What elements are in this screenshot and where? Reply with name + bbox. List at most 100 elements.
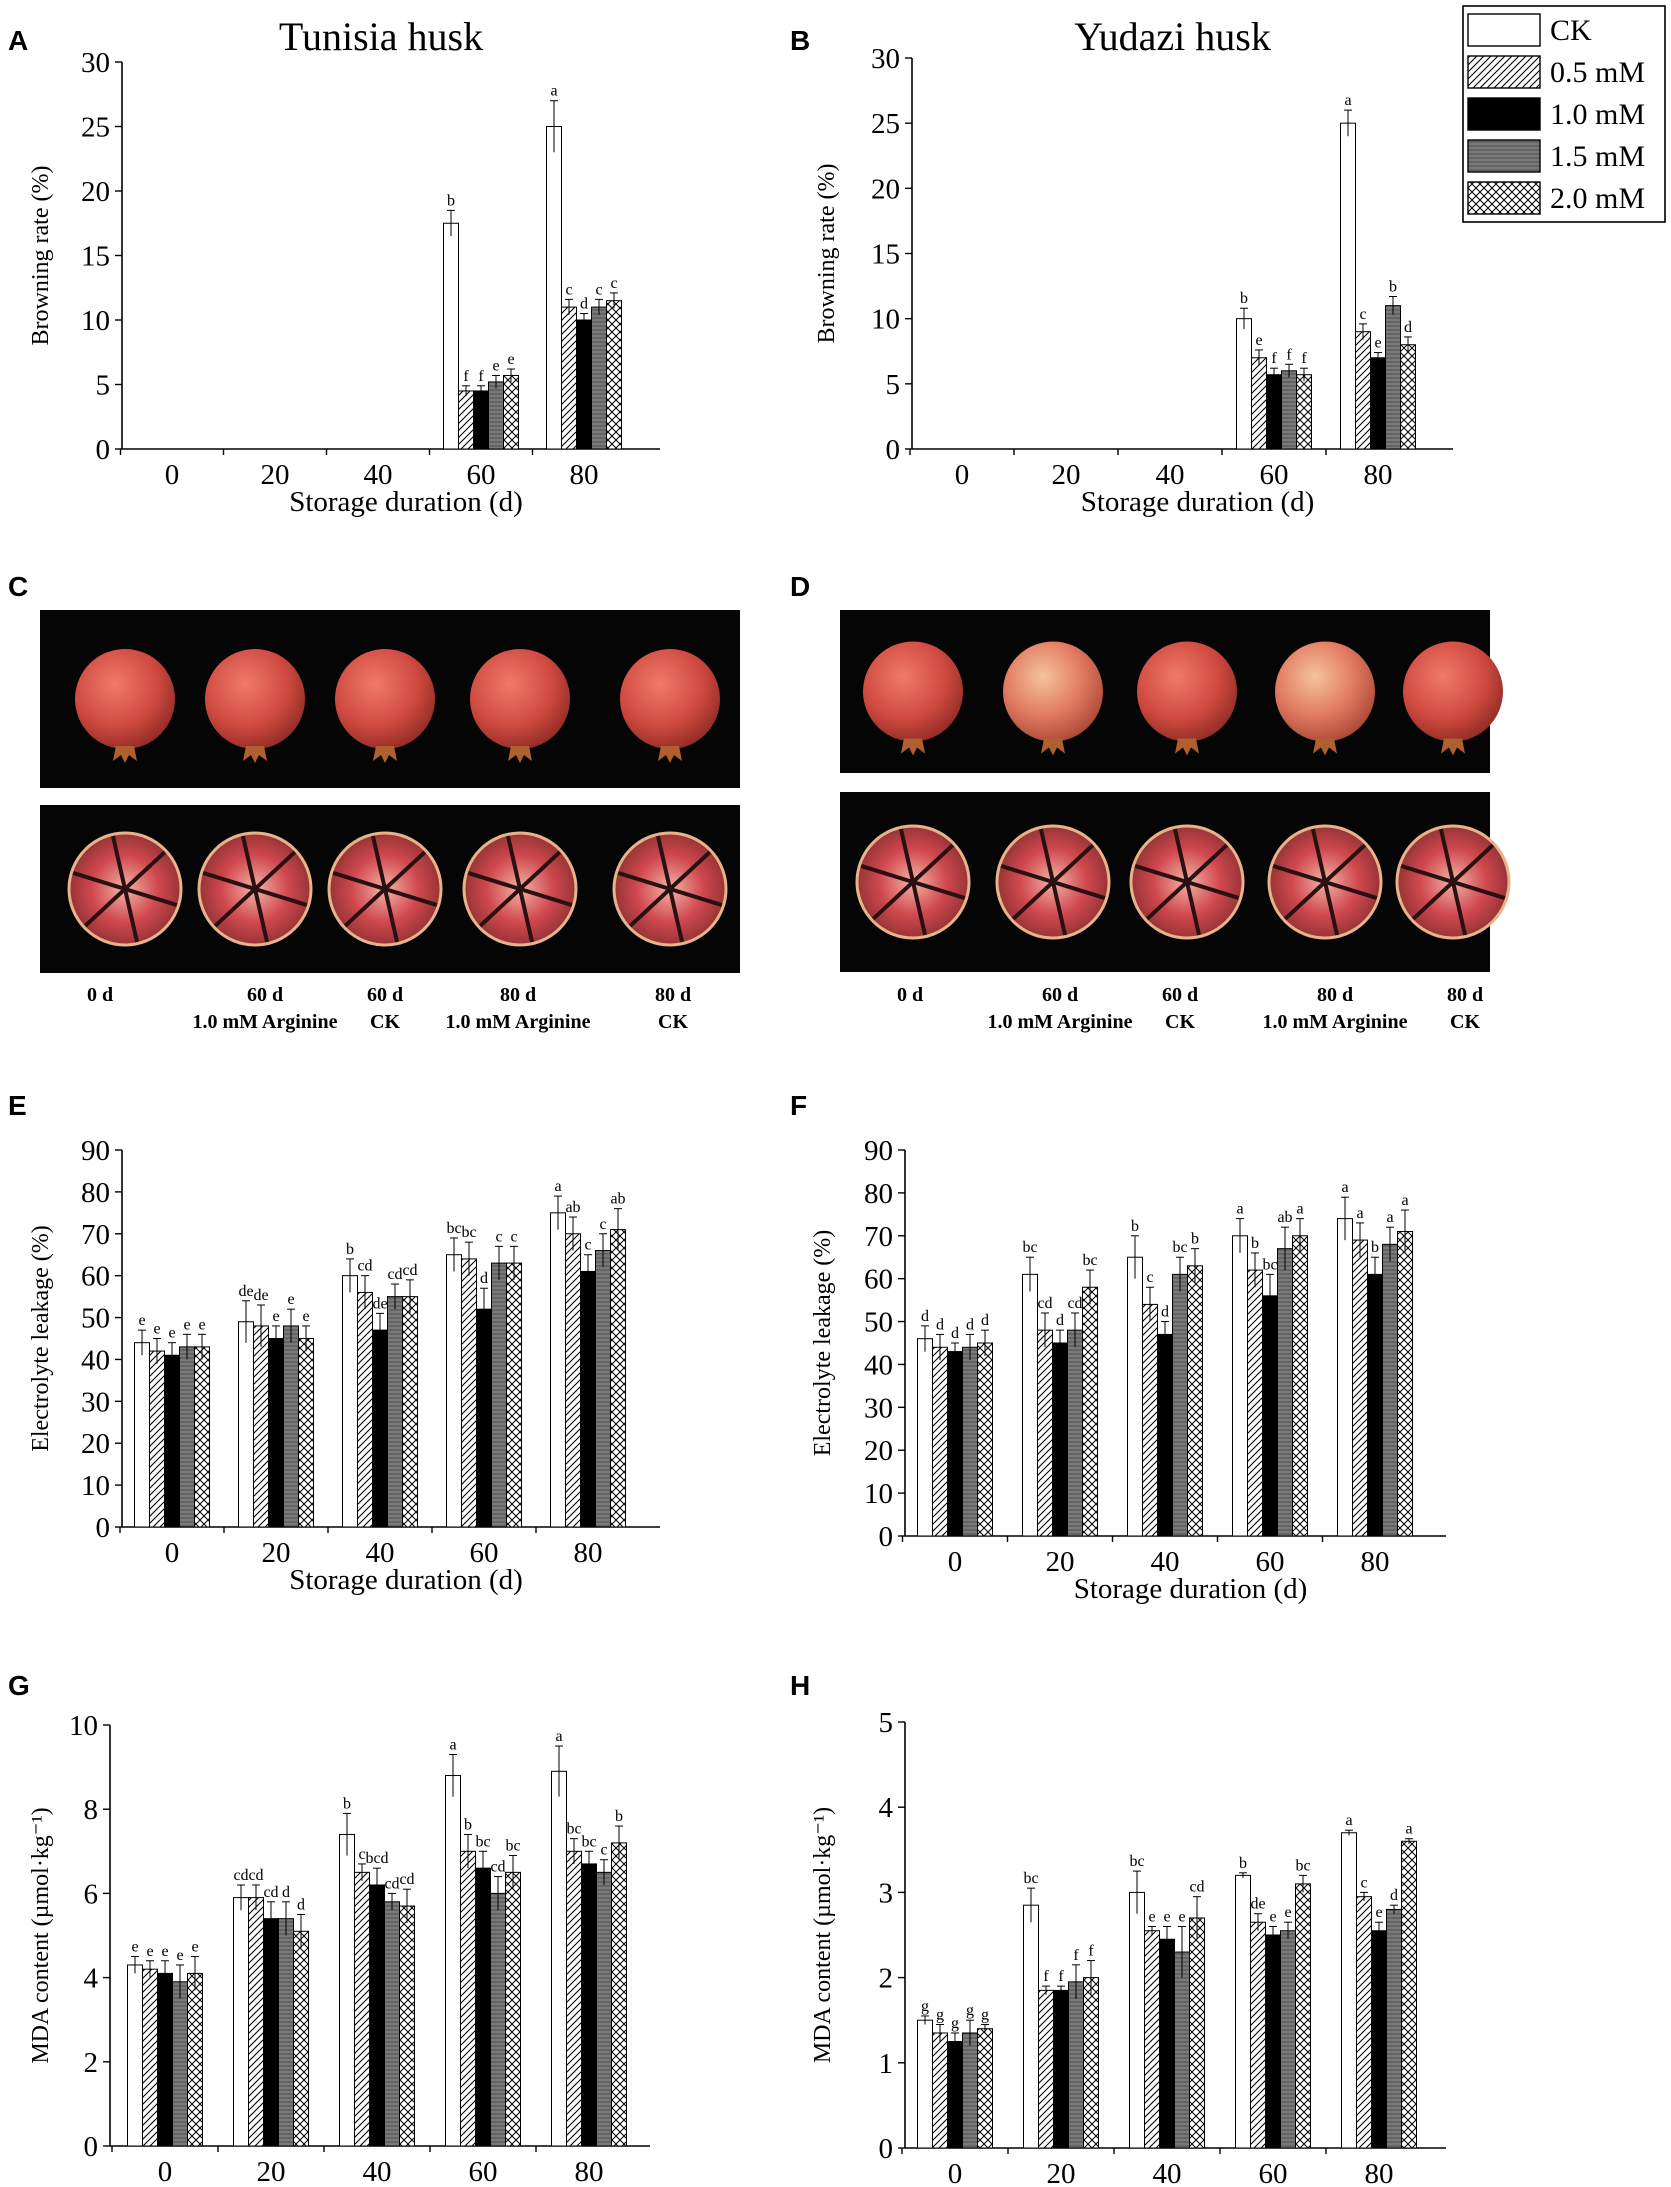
photo-caption-day: 80 d: [1446, 984, 1484, 1006]
legend-swatch: [1467, 13, 1541, 47]
bar-2-0-mm: [1296, 374, 1312, 450]
y-axis-label: MDA content (µmol·kg⁻¹): [810, 1807, 836, 2063]
significance-letter: b: [615, 1808, 623, 1825]
significance-letter: bc: [461, 1224, 476, 1241]
x-tick-label: 0: [165, 459, 180, 491]
bar-1-0-mm: [1262, 1295, 1278, 1537]
y-axis-label: Browning rate (%): [28, 166, 54, 346]
x-tick-label: 40: [363, 2156, 392, 2187]
photo-caption-day: 80 d: [1316, 984, 1354, 1006]
significance-letter: d: [936, 1316, 944, 1333]
bar-2-0-mm: [1187, 1265, 1203, 1537]
significance-letter: e: [1269, 1908, 1276, 1925]
panel-letter: D: [790, 571, 810, 602]
bar-1-5-mm: [491, 1262, 507, 1528]
bar-ck: [238, 1321, 254, 1528]
cut-pomegranate: [327, 831, 443, 947]
significance-letter: g: [921, 1998, 929, 2015]
y-tick-label: 50: [864, 1307, 893, 1339]
bar-1-0-mm: [581, 1863, 597, 2147]
y-tick-label: 15: [81, 241, 110, 273]
y-tick-label: 30: [81, 47, 110, 79]
significance-letter: bc: [1023, 1870, 1038, 1887]
bar-1-0-mm: [1052, 1342, 1068, 1537]
bar-2-0-mm: [1401, 1840, 1417, 2149]
significance-letter: cd: [384, 1875, 399, 1892]
significance-letter: a: [1236, 1201, 1243, 1218]
x-tick-label: 40: [1156, 459, 1185, 491]
significance-letter: e: [272, 1308, 279, 1325]
y-tick-label: 20: [871, 173, 900, 205]
significance-letter: c: [595, 281, 602, 298]
x-tick-label: 0: [158, 2156, 173, 2187]
bar-ck: [1340, 122, 1356, 450]
bar-2-0-mm: [503, 374, 519, 450]
bar-0-5-mm: [1037, 1329, 1053, 1537]
significance-letter: a: [449, 1736, 456, 1753]
panel-letter: C: [8, 571, 28, 602]
significance-letter: e: [287, 1291, 294, 1308]
y-tick-label: 3: [879, 1877, 894, 1909]
y-tick-label: 2: [84, 2047, 99, 2079]
significance-letter: bc: [1082, 1252, 1097, 1269]
bar-2-0-mm: [293, 1930, 309, 2147]
bar-ck: [1232, 1235, 1248, 1537]
significance-letter: d: [1161, 1304, 1169, 1321]
significance-letter: bc: [1172, 1239, 1187, 1256]
significance-letter: e: [183, 1316, 190, 1333]
photo-caption-day: 0 d: [896, 984, 924, 1006]
photo-caption-day: 60 d: [246, 984, 284, 1006]
whole-pomegranate: [75, 649, 175, 763]
chart-title: Yudazi husk: [1074, 14, 1271, 59]
significance-letter: b: [447, 192, 455, 209]
y-tick-label: 0: [96, 1512, 111, 1544]
y-tick-label: 10: [81, 305, 110, 337]
bar-1-0-mm: [947, 2041, 963, 2149]
significance-letter: a: [1401, 1192, 1408, 1209]
chart-panel-e: E 0 10 20 30 40 50 60 70 80 90 Electrolyte leakage …: [8, 1090, 660, 1596]
significance-letter: bcd: [365, 1850, 388, 1867]
photo-caption: 80 d CK: [583, 982, 763, 1036]
x-axis-label: Storage duration (d): [278, 2183, 512, 2187]
bar-0-5-mm: [357, 1291, 373, 1528]
significance-letter: a: [1344, 92, 1351, 109]
bar-1-5-mm: [591, 306, 607, 450]
bar-ck: [134, 1342, 150, 1528]
x-tick-label: 60: [469, 2156, 498, 2187]
significance-letter: cd: [1189, 1879, 1204, 1896]
y-tick-label: 20: [864, 1435, 893, 1467]
significance-letter: bc: [446, 1220, 461, 1237]
significance-letter: c: [495, 1228, 502, 1245]
significance-letter: bc: [581, 1833, 596, 1850]
significance-letter: bc: [566, 1821, 581, 1838]
whole-pomegranate: [1003, 641, 1103, 756]
x-tick-label: 80: [1361, 1546, 1390, 1578]
bar-2-0-mm: [506, 1262, 522, 1528]
bar-2-0-mm: [298, 1338, 314, 1528]
bar-1-0-mm: [473, 390, 489, 450]
bar-1-5-mm: [172, 1981, 188, 2147]
bar-0-5-mm: [932, 2032, 948, 2149]
bar-1-5-mm: [1172, 1273, 1188, 1537]
y-tick-label: 10: [864, 1478, 893, 1510]
legend-swatch: [1467, 139, 1541, 173]
significance-letter: f: [1286, 346, 1292, 363]
bar-1-0-mm: [1265, 1934, 1281, 2149]
x-tick-label: 0: [948, 1546, 963, 1578]
bar-2-0-mm: [187, 1972, 203, 2147]
bar-2-0-mm: [1397, 1230, 1413, 1537]
significance-letter: b: [1251, 1235, 1259, 1252]
bar-1-0-mm: [1370, 357, 1386, 450]
y-tick-label: 0: [84, 2131, 99, 2163]
bar-2-0-mm: [606, 300, 622, 450]
photo-caption: 0 d: [820, 982, 1000, 1009]
bar-ck: [1341, 1832, 1357, 2149]
significance-letter: c: [1360, 1874, 1367, 1891]
significance-letter: e: [131, 1939, 138, 1956]
significance-letter: c: [1146, 1269, 1153, 1286]
bar-ck: [342, 1275, 358, 1528]
significance-letter: e: [153, 1321, 160, 1338]
x-tick-label: 40: [364, 459, 393, 491]
